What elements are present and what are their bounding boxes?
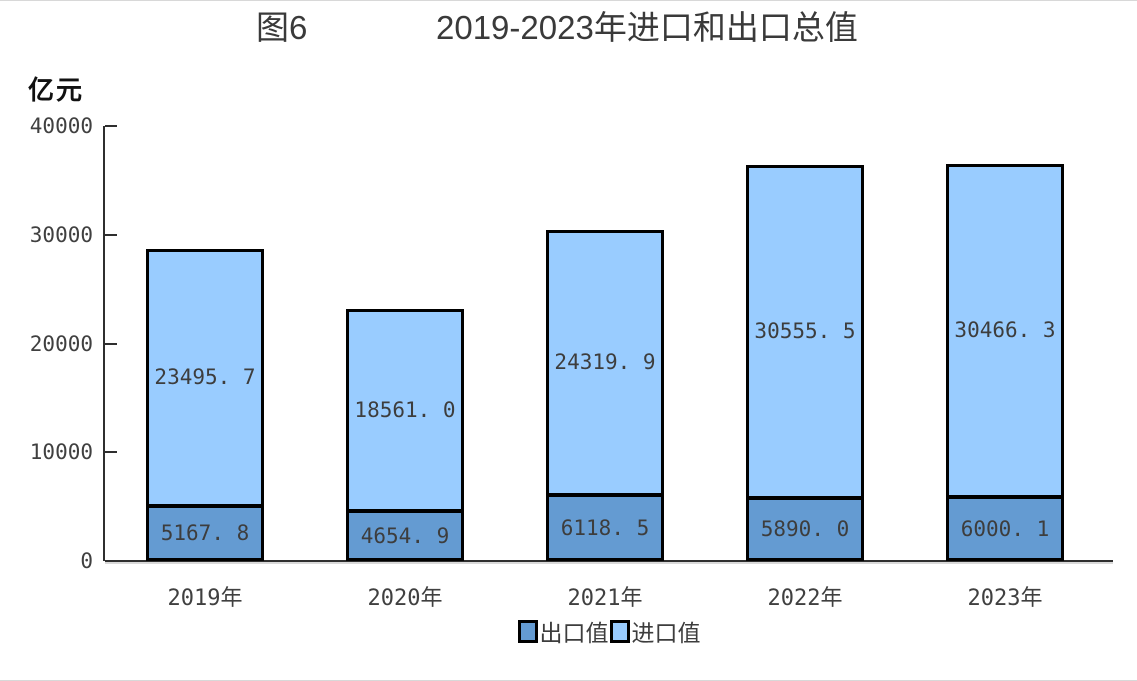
x-category-label: 2019年	[167, 586, 243, 611]
y-axis-tick	[105, 451, 117, 453]
bar-segment-export	[946, 496, 1064, 561]
y-tick-label: 30000	[29, 223, 93, 247]
bar-segment-import	[546, 230, 664, 496]
export-value-label: 6118. 5	[560, 515, 650, 540]
x-category-label: 2022年	[767, 586, 843, 611]
import-value-label: 23495. 7	[154, 365, 256, 389]
x-category-label: 2021年	[567, 586, 643, 611]
y-tick-label: 0	[80, 549, 93, 573]
import-swatch-icon	[609, 619, 630, 643]
y-axis-unit-label: 亿元	[28, 76, 85, 106]
export-value-label: 5890. 0	[760, 517, 850, 541]
legend-label-import: 进口值	[631, 621, 701, 647]
bar-segment-import	[346, 309, 464, 512]
legend-item-import: 进口值	[609, 614, 701, 648]
y-tick-label: 10000	[29, 440, 93, 464]
export-value-label: 6000. 1	[960, 516, 1050, 541]
figure-number-label: 图6	[256, 9, 308, 46]
import-value-label: 30555. 5	[754, 319, 856, 343]
top-divider	[0, 0, 1137, 1]
bar-segment-import	[746, 165, 864, 499]
y-tick-label: 20000	[29, 332, 93, 356]
export-swatch-icon	[517, 619, 538, 643]
y-tick-label: 40000	[29, 114, 93, 138]
chart-legend: 出口值 进口值	[105, 614, 1113, 648]
import-value-label: 30466. 3	[954, 318, 1056, 342]
import-value-label: 24319. 9	[554, 350, 656, 374]
x-category-label: 2020年	[367, 586, 443, 611]
export-value-label: 5167. 8	[160, 521, 250, 545]
y-axis	[103, 126, 105, 561]
bar-segment-import	[146, 249, 264, 507]
y-axis-tick	[105, 343, 117, 345]
legend-item-export: 出口值	[517, 614, 609, 648]
y-axis-tick	[105, 234, 117, 236]
x-category-label: 2023年	[967, 586, 1043, 611]
x-axis	[105, 560, 1113, 562]
bar-segment-import	[946, 164, 1064, 498]
legend-label-export: 出口值	[539, 621, 609, 647]
y-axis-tick	[105, 125, 117, 127]
import-value-label: 18561. 0	[354, 397, 456, 422]
chart-title: 2019-2023年进口和出口总值	[436, 9, 858, 46]
bar-segment-export	[346, 510, 464, 561]
export-value-label: 4654. 9	[360, 523, 450, 548]
